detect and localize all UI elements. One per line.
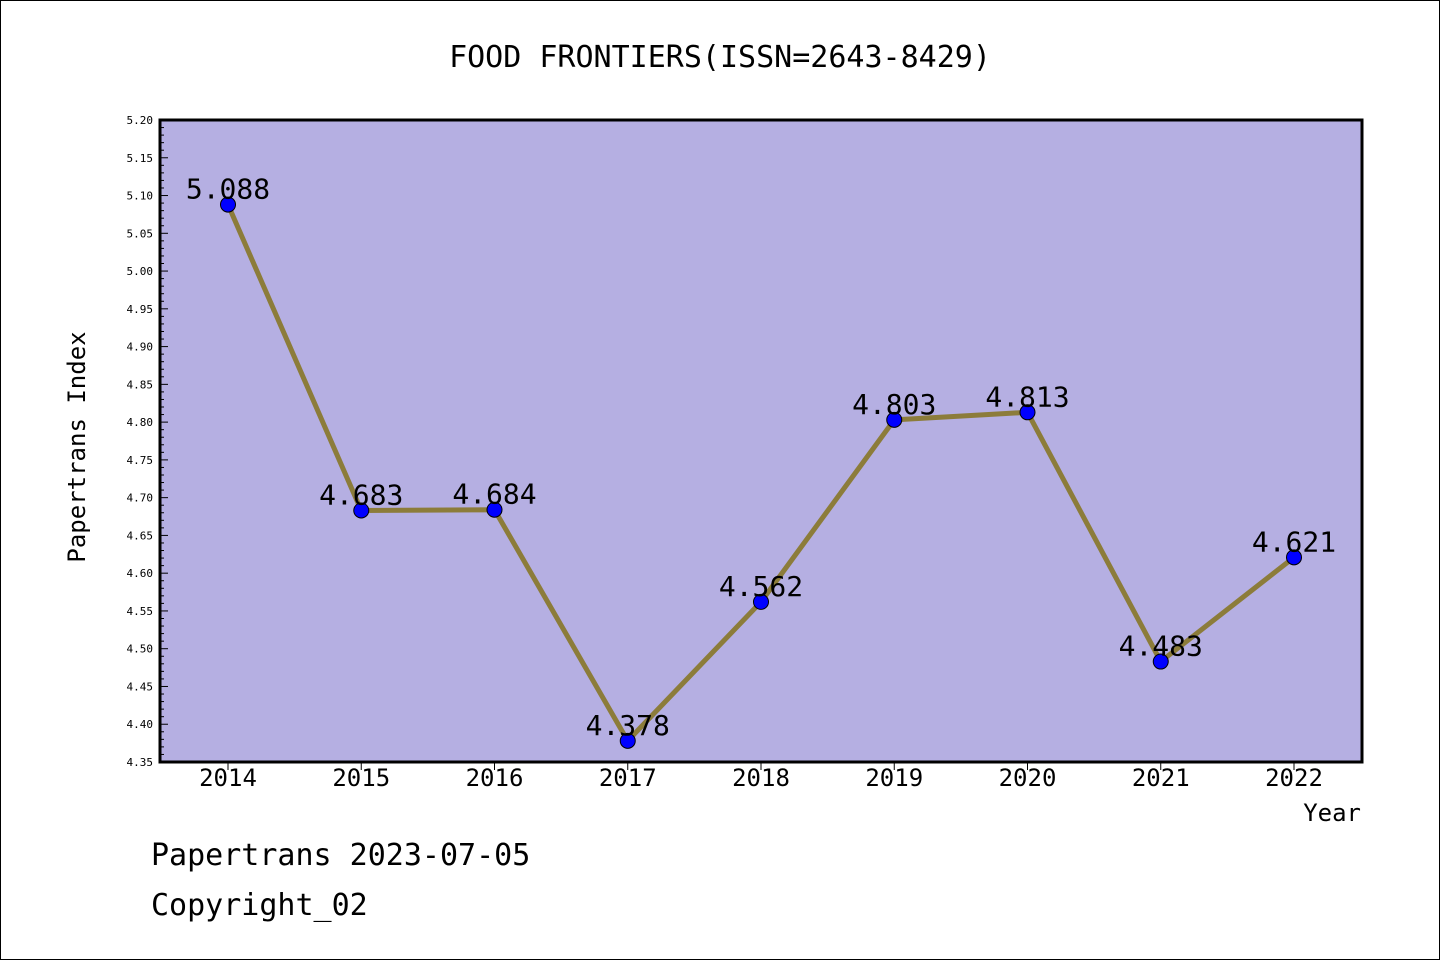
- x-tick-label: 2019: [865, 764, 923, 792]
- y-tick-label: 4.50: [127, 643, 154, 656]
- y-tick-label: 4.60: [127, 567, 154, 580]
- y-tick-label: 4.40: [127, 718, 154, 731]
- y-axis-ticks: 4.35 4.40 4.45 4.50 4.55 4.60 4.65 4.70 4.75 4.80…: [127, 114, 168, 769]
- data-label: 4.621: [1252, 525, 1336, 558]
- y-tick-label: 4.85: [127, 378, 154, 391]
- data-label: 4.562: [719, 570, 803, 603]
- plot-area: [158, 118, 1364, 764]
- data-label: 4.683: [319, 478, 403, 511]
- y-tick-label: 4.80: [127, 416, 154, 429]
- x-tick-label: 2014: [199, 764, 257, 792]
- x-tick-label: 2020: [999, 764, 1057, 792]
- data-point: [353, 502, 370, 519]
- x-tick-label: 2018: [732, 764, 790, 792]
- x-tick-label: 2016: [466, 764, 524, 792]
- y-tick-label: 5.15: [127, 152, 154, 165]
- chart-title: FOOD FRONTIERS(ISSN=2643-8429): [449, 40, 991, 75]
- y-tick-label: 4.95: [127, 303, 154, 316]
- data-point: [486, 501, 503, 518]
- x-tick-label: 2015: [332, 764, 390, 792]
- data-point: [619, 732, 636, 749]
- x-tick-label: 2017: [599, 764, 657, 792]
- data-point: [1286, 549, 1302, 566]
- y-tick-label: 5.20: [127, 114, 154, 127]
- y-axis-label: Papertrans Index: [63, 331, 91, 562]
- y-tick-label: 5.05: [127, 227, 154, 240]
- data-label: 4.803: [852, 388, 936, 421]
- y-tick-label: 5.10: [127, 190, 154, 203]
- data-labels: 5.088 4.683 4.684 4.378 4.562 4.803 4.813 4.483…: [186, 173, 1336, 742]
- data-point: [220, 196, 236, 213]
- y-tick-label: 4.90: [127, 341, 154, 354]
- x-tick-label: 2021: [1132, 764, 1190, 792]
- data-point: [886, 411, 903, 428]
- x-tick-label: 2022: [1265, 764, 1323, 792]
- data-label: 4.684: [452, 478, 536, 511]
- y-tick-label: 4.65: [127, 529, 154, 542]
- y-tick-label: 4.35: [127, 756, 154, 769]
- x-axis-label: Year: [1303, 799, 1361, 827]
- y-tick-label: 5.00: [127, 265, 154, 278]
- data-series: [220, 196, 1302, 749]
- data-point: [1152, 653, 1169, 670]
- data-label: 4.378: [586, 709, 670, 742]
- data-label: 5.088: [186, 173, 270, 206]
- y-tick-label: 4.75: [127, 454, 154, 467]
- data-label: 4.483: [1119, 630, 1203, 663]
- data-point: [753, 593, 769, 610]
- y-tick-label: 4.70: [127, 492, 154, 505]
- y-tick-label: 4.55: [127, 605, 154, 618]
- y-tick-label: 4.45: [127, 680, 154, 693]
- data-label: 4.813: [985, 380, 1069, 413]
- footer-copyright: Copyright_02: [151, 888, 368, 923]
- footer-date: Papertrans 2023-07-05: [151, 838, 530, 873]
- x-axis-ticks: 2014 2015 2016 2017 2018 2019 2020 2021 2022: [199, 762, 1323, 792]
- data-point: [1019, 404, 1036, 421]
